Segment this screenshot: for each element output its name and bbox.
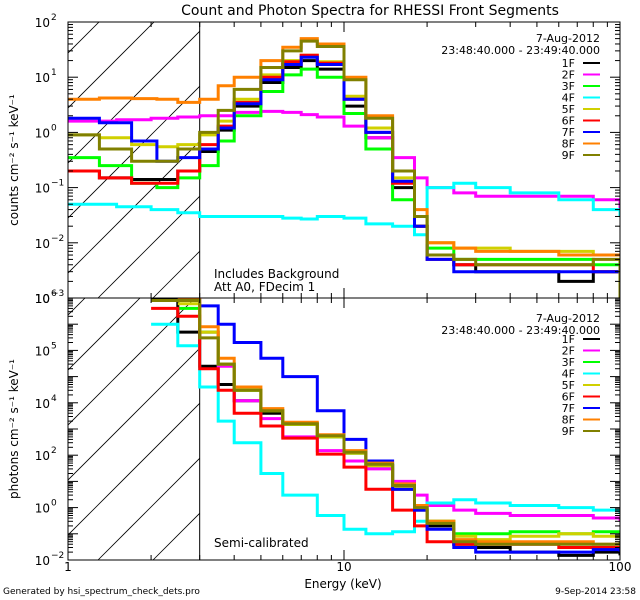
legend-label-2f: 2F	[562, 69, 575, 82]
hatch-line	[68, 298, 196, 426]
y-tick-label-exp: 5	[51, 341, 57, 351]
legend-label-3f: 3F	[562, 80, 575, 93]
series-6f	[68, 53, 620, 274]
legend-label-7f: 7F	[562, 402, 575, 415]
x-axis-label: Energy (keV)	[304, 577, 381, 591]
y-tick-label-base: 10	[35, 344, 50, 358]
legend-label-9f: 9F	[562, 149, 575, 162]
y-tick-label-exp: 2	[51, 446, 57, 456]
y-tick-label-exp: 1	[51, 68, 57, 78]
hatch-line	[68, 298, 86, 316]
x-tick-label: 10	[336, 560, 351, 574]
legend-label-5f: 5F	[562, 379, 575, 392]
legend-label-8f: 8F	[562, 138, 575, 151]
hatch-line	[0, 160, 168, 560]
series-4f	[151, 322, 620, 536]
count-spectrum-y-axis-label: counts cm⁻² s⁻¹ keV⁻¹	[7, 94, 21, 226]
photon-panel-time-range: 23:48:40.000 - 23:49:40.000	[441, 324, 600, 337]
series-9f	[151, 299, 620, 546]
series-6f	[151, 306, 620, 549]
photon-panel-annotation-1: Semi-calibrated	[214, 536, 309, 550]
series-9f	[68, 39, 620, 298]
series-3f	[68, 67, 620, 267]
hatch-line	[152, 512, 200, 560]
hatch-line	[263, 160, 640, 560]
y-tick-label-exp: 0	[51, 123, 57, 133]
legend-label-3f: 3F	[562, 356, 575, 369]
count-panel-time-range: 23:48:40.000 - 23:49:40.000	[441, 44, 600, 57]
hatch-line	[68, 30, 200, 164]
y-tick-label-exp: 0	[51, 499, 57, 509]
legend-label-2f: 2F	[562, 345, 575, 358]
y-tick-label-base: 10	[35, 292, 50, 306]
y-tick-label-exp: −2	[51, 551, 64, 561]
series-2f	[68, 109, 620, 210]
series-7f	[68, 55, 620, 274]
photon-spectrum-series-group	[151, 298, 620, 557]
y-tick-label-exp: 2	[51, 13, 57, 23]
legend-label-8f: 8F	[562, 414, 575, 427]
legend-label-6f: 6F	[562, 115, 575, 128]
legend-label-7f: 7F	[562, 126, 575, 139]
legend-label-5f: 5F	[562, 103, 575, 116]
hatch-line	[97, 195, 200, 298]
hatch-line	[68, 402, 200, 536]
y-tick-label-base: 10	[35, 126, 50, 140]
y-tick-label-exp: −2	[51, 234, 64, 244]
y-tick-label-base: 10	[35, 237, 50, 251]
legend-label-4f: 4F	[562, 368, 575, 381]
photon-panel-date: 7-Aug-2012	[536, 312, 600, 325]
series-8f	[68, 37, 620, 257]
series-7f	[199, 304, 620, 554]
x-tick-label: 100	[609, 560, 632, 574]
hatch-line	[68, 140, 200, 274]
photon-spectrum-y-axis-label: photons cm⁻² s⁻¹ keV⁻¹	[7, 359, 21, 499]
footer-generated-by: Generated by hsi_spectrum_check_dets.pro	[3, 587, 200, 597]
y-tick-label-base: 10	[35, 449, 50, 463]
y-tick-label-exp: 4	[51, 394, 57, 404]
count-panel-annotation-2: Att A0, FDecim 1	[214, 280, 315, 294]
count-spectrum-panel: 7-Aug-2012 23:48:40.000 - 23:49:40.000 I…	[7, 13, 621, 306]
excluded-region-hatch	[0, 160, 640, 560]
hatch-line	[68, 298, 141, 371]
hatch-line	[97, 457, 200, 560]
count-spectrum-series-group	[68, 37, 620, 298]
y-tick-label-base: 10	[35, 554, 50, 568]
x-tick-label: 1	[64, 560, 72, 574]
legend-label-6f: 6F	[562, 391, 575, 404]
chart-title: Count and Photon Spectra for RHESSI Fron…	[181, 3, 559, 19]
y-tick-label-exp: 6	[51, 289, 57, 299]
y-tick-label-base: 10	[35, 502, 50, 516]
legend-label-1f: 1F	[562, 333, 575, 346]
hatch-line	[68, 85, 200, 219]
photon-spectrum-panel: 7-Aug-2012 23:48:40.000 - 23:49:40.000 S…	[0, 160, 640, 568]
y-tick-label-exp: −1	[51, 179, 64, 189]
y-tick-label-base: 10	[35, 397, 50, 411]
y-tick-label-base: 10	[35, 182, 50, 196]
legend-label-4f: 4F	[562, 92, 575, 105]
y-tick-label-base: 10	[35, 16, 50, 30]
count-panel-annotation-1: Includes Background	[214, 267, 339, 281]
count-panel-date: 7-Aug-2012	[536, 32, 600, 45]
y-tick-label-exp: −3	[51, 289, 64, 299]
hatch-line	[68, 347, 200, 481]
legend-label-1f: 1F	[562, 57, 575, 70]
hatch-line	[208, 160, 608, 560]
y-tick-label-base: 10	[35, 71, 50, 85]
series-4f	[68, 181, 620, 237]
legend-label-9f: 9F	[562, 425, 575, 438]
y-tick-label-base: 10	[35, 292, 50, 306]
hatch-line	[68, 22, 155, 109]
footer-timestamp: 9-Sep-2014 23:58	[555, 587, 636, 597]
